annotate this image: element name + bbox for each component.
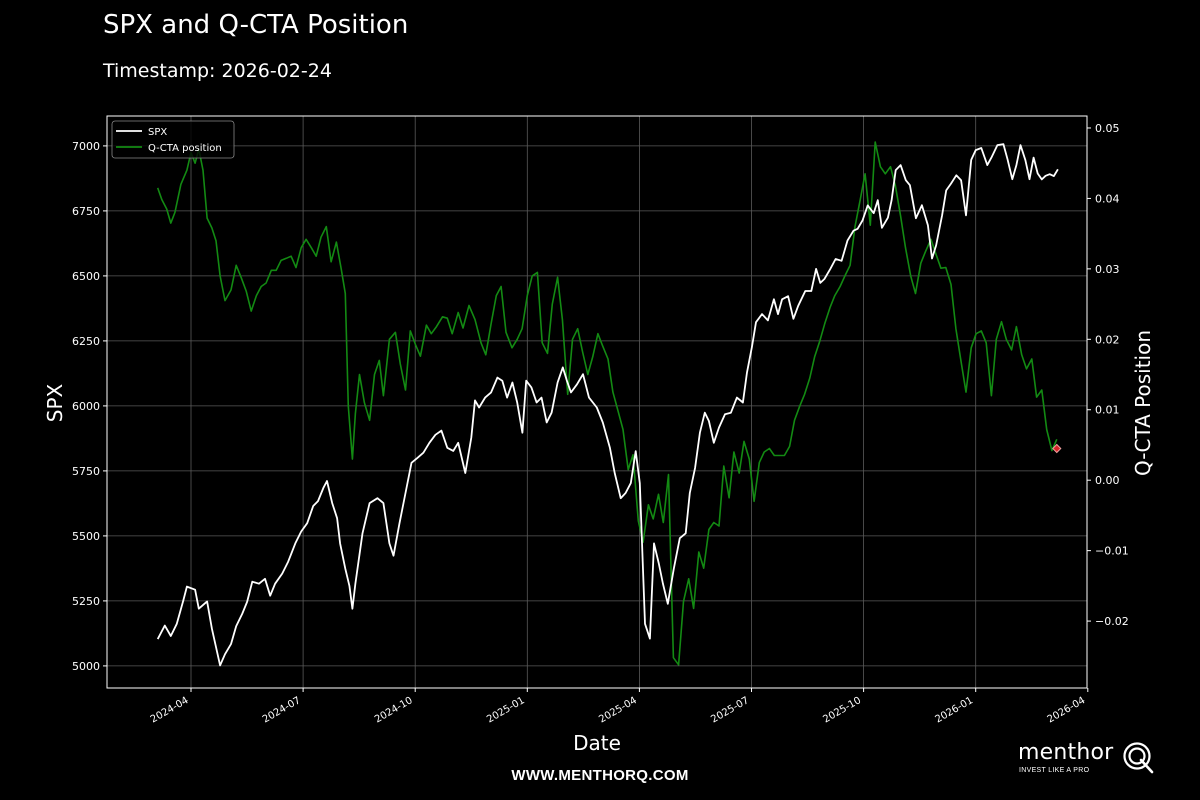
chart-title: SPX and Q-CTA Position — [103, 10, 409, 40]
grid-lines — [107, 116, 1087, 688]
x-tick-label: 2025-07 — [709, 695, 751, 725]
legend-entry-label: SPX — [148, 127, 167, 138]
x-tick-label: 2026-01 — [934, 695, 976, 725]
y-left-tick-label: 6500 — [72, 270, 100, 283]
y-left-tick-label: 7000 — [72, 140, 100, 153]
logo-tagline: INVEST LIKE A PRO — [1019, 767, 1090, 774]
y-axis-right-label: Q-CTA Position — [1131, 330, 1155, 476]
y-right-tick-label: 0.04 — [1095, 192, 1120, 205]
y-right-tick-label: −0.02 — [1095, 615, 1129, 628]
cta-line — [156, 141, 1058, 666]
y-axis-left: 5000 5250 5500 5750 6000 6250 6500 6750 7000 — [72, 140, 107, 673]
y-right-tick-label: 0.05 — [1095, 122, 1120, 135]
x-tick-label: 2024-10 — [373, 695, 415, 725]
y-axis-right: −0.02 −0.01 0.00 0.01 0.02 0.03 0.04 0.05 — [1087, 122, 1129, 628]
y-right-tick-label: 0.01 — [1095, 404, 1120, 417]
x-tick-label: 2026-04 — [1046, 695, 1088, 725]
y-left-tick-label: 6000 — [72, 400, 100, 413]
q-magnifier-icon — [1123, 742, 1154, 774]
website-url: WWW.MENTHORQ.COM — [511, 767, 689, 784]
y-right-tick-label: 0.03 — [1095, 263, 1120, 276]
y-right-tick-label: −0.01 — [1095, 545, 1129, 558]
y-right-tick-label: 0.02 — [1095, 333, 1120, 346]
y-left-tick-label: 5750 — [72, 465, 100, 478]
x-tick-label: 2024-04 — [149, 695, 191, 725]
x-tick-label: 2025-10 — [821, 695, 863, 725]
x-tick-label: 2025-01 — [485, 695, 527, 725]
y-left-tick-label: 6250 — [72, 335, 100, 348]
legend-entry-label: Q-CTA position — [148, 143, 222, 154]
y-axis-left-label: SPX — [43, 383, 67, 422]
chart-subtitle: Timestamp: 2026-02-24 — [103, 60, 332, 82]
y-right-tick-label: 0.00 — [1095, 474, 1120, 487]
x-axis: 2024-04 2024-07 2024-10 2025-01 2025-04 2025-… — [149, 688, 1089, 725]
last-value-marker-icon — [1052, 443, 1062, 454]
legend: SPX Q-CTA position — [111, 120, 235, 159]
menthorq-logo: menthor INVEST LIKE A PRO — [1018, 740, 1168, 780]
x-axis-label: Date — [573, 731, 621, 755]
y-left-tick-label: 6750 — [72, 205, 100, 218]
spx-line — [156, 143, 1059, 667]
y-left-tick-label: 5250 — [72, 595, 100, 608]
y-left-tick-label: 5500 — [72, 530, 100, 543]
logo-wordmark: menthor — [1018, 740, 1114, 765]
x-tick-label: 2025-04 — [597, 695, 639, 725]
x-tick-label: 2024-07 — [261, 695, 303, 725]
plot-frame — [106, 115, 1088, 689]
y-left-tick-label: 5000 — [72, 660, 100, 673]
